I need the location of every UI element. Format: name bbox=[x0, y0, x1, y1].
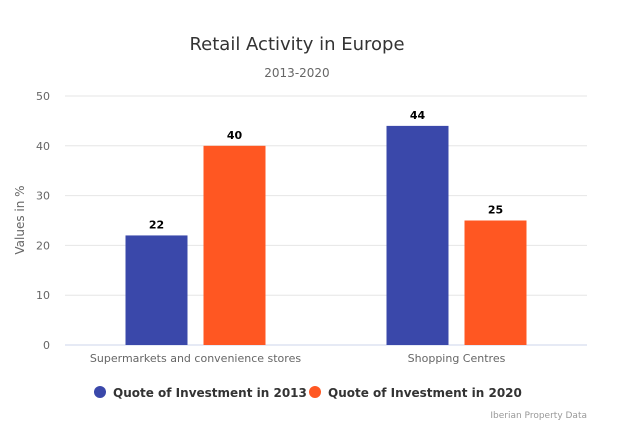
data-label: 44 bbox=[410, 109, 426, 122]
chart-subtitle: 2013-2020 bbox=[264, 66, 329, 80]
y-tick-label: 40 bbox=[36, 140, 50, 153]
legend-marker[interactable] bbox=[94, 386, 106, 398]
y-tick-label: 0 bbox=[43, 339, 50, 352]
legend-item-label[interactable]: Quote of Investment in 2020 bbox=[328, 386, 522, 400]
y-tick-label: 50 bbox=[36, 90, 50, 103]
chart-title: Retail Activity in Europe bbox=[189, 34, 404, 55]
y-tick-label: 20 bbox=[36, 239, 50, 252]
credits[interactable]: Iberian Property Data bbox=[490, 411, 587, 421]
y-tick-label: 30 bbox=[36, 190, 50, 203]
y-axis-title: Values in % bbox=[13, 185, 27, 254]
bar[interactable] bbox=[386, 125, 449, 345]
data-label: 22 bbox=[149, 218, 164, 231]
y-tick-label: 10 bbox=[36, 289, 50, 302]
x-tick-label: Supermarkets and convenience stores bbox=[90, 352, 301, 365]
legend-marker[interactable] bbox=[309, 386, 321, 398]
bars bbox=[125, 125, 527, 346]
data-label: 40 bbox=[227, 129, 243, 142]
data-label: 25 bbox=[488, 204, 503, 217]
x-tick-label: Shopping Centres bbox=[408, 352, 506, 365]
legend-item-label[interactable]: Quote of Investment in 2013 bbox=[113, 386, 307, 400]
data-labels: 22 40 44 25 bbox=[149, 109, 503, 232]
x-axis-ticks: Supermarkets and convenience stores Shopp… bbox=[90, 352, 506, 365]
bar[interactable] bbox=[203, 145, 266, 345]
legend: Quote of Investment in 2013 Quote of Inve… bbox=[94, 386, 522, 400]
bar[interactable] bbox=[464, 220, 527, 346]
y-axis-ticks: 0 10 20 30 40 50 bbox=[36, 90, 50, 352]
bar[interactable] bbox=[125, 235, 188, 345]
